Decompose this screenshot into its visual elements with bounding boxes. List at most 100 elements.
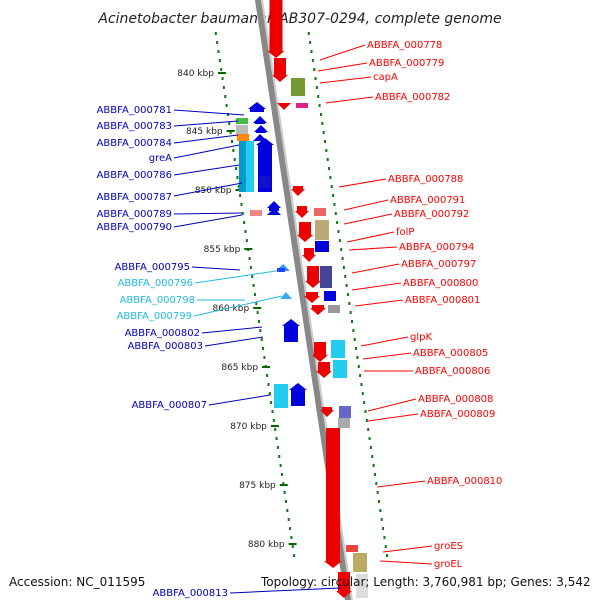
guide-dot bbox=[286, 509, 289, 512]
guide-dot bbox=[382, 527, 385, 530]
guide-dot bbox=[255, 302, 258, 305]
gene-label: ABBFA_000807 bbox=[132, 400, 207, 411]
guide-dot bbox=[241, 212, 244, 215]
guide-dot bbox=[356, 356, 359, 359]
guide-dot bbox=[360, 383, 363, 386]
gene-arrow bbox=[259, 176, 271, 188]
guide-dot bbox=[268, 392, 271, 395]
kbp-label: 840 kbp bbox=[177, 69, 214, 79]
leader-line bbox=[343, 199, 389, 211]
guide-dot bbox=[338, 239, 341, 242]
gene-arrow bbox=[310, 305, 326, 315]
guide-dot bbox=[216, 41, 219, 44]
guide-dot bbox=[386, 554, 389, 557]
leader-line bbox=[338, 178, 387, 188]
guide-dot bbox=[329, 176, 332, 179]
gene-labels: ABBFA_000781 ABBFA_000783 ABBFA_000784 greA… bbox=[97, 40, 503, 599]
gene-arrow bbox=[253, 116, 267, 124]
gene-label: ABBFA_000786 bbox=[97, 170, 172, 181]
gene-arrow bbox=[248, 102, 266, 112]
gene-arrow bbox=[237, 134, 249, 141]
gene-arrow bbox=[267, 0, 285, 58]
guide-dot bbox=[259, 329, 262, 332]
gene-arrow bbox=[291, 186, 305, 196]
guide-dot bbox=[258, 320, 260, 323]
leader-line bbox=[360, 336, 409, 347]
leader-line bbox=[319, 44, 366, 61]
leader-line bbox=[173, 109, 245, 116]
guide-dot bbox=[235, 167, 238, 170]
guide-dot bbox=[251, 275, 254, 278]
guide-dot bbox=[309, 41, 312, 44]
guide-dot bbox=[290, 536, 293, 539]
guide-dot bbox=[369, 446, 372, 449]
guide-dot bbox=[325, 149, 328, 152]
guide-dot bbox=[220, 68, 223, 71]
genome-stats-text: Topology: circular; Length: 3,760,981 bp… bbox=[260, 575, 591, 589]
gene-arrow bbox=[236, 125, 248, 134]
gene-arrow bbox=[324, 291, 336, 301]
gene-label: ABBFA_000782 bbox=[375, 92, 450, 103]
gene-arrow bbox=[353, 553, 367, 572]
leader-line bbox=[173, 212, 243, 215]
guide-dot bbox=[293, 554, 296, 557]
gene-label: ABBFA_000803 bbox=[128, 341, 203, 352]
leader-line bbox=[317, 62, 368, 72]
guide-dot bbox=[317, 95, 320, 98]
leader-line bbox=[191, 266, 241, 271]
guide-dot bbox=[263, 356, 266, 359]
gene-label: ABBFA_000784 bbox=[97, 138, 172, 149]
guide-dot bbox=[262, 347, 265, 350]
leader-line bbox=[173, 144, 240, 159]
gene-label: ABBFA_000813 bbox=[153, 588, 228, 599]
guide-dot bbox=[318, 104, 321, 107]
guide-dot bbox=[217, 50, 220, 53]
kbp-label: 880 kbp bbox=[248, 540, 285, 550]
leader-line bbox=[382, 545, 433, 553]
gene-arrow bbox=[331, 340, 345, 358]
label-leaders bbox=[173, 44, 433, 594]
gene-arrow bbox=[272, 58, 288, 82]
gene-arrow bbox=[297, 222, 313, 242]
accession-text: Accession: NC_011595 bbox=[9, 575, 145, 589]
guide-dot bbox=[311, 59, 314, 62]
gene-label: ABBFA_000806 bbox=[415, 366, 490, 377]
guide-dot bbox=[346, 293, 349, 296]
guide-dot bbox=[319, 113, 322, 116]
gene-arrow bbox=[312, 342, 328, 362]
leader-line bbox=[173, 120, 239, 127]
gene-arrow bbox=[274, 384, 288, 408]
guide-dot bbox=[221, 77, 224, 80]
guide-dot bbox=[328, 167, 331, 170]
leader-line bbox=[379, 560, 433, 565]
gene-label: ABBFA_000795 bbox=[115, 262, 190, 273]
gene-label: ABBFA_000809 bbox=[420, 409, 495, 420]
gene-arrow bbox=[277, 103, 291, 110]
guide-dot bbox=[225, 104, 228, 107]
gene-arrow bbox=[239, 141, 247, 192]
gene-label: ABBFA_000798 bbox=[120, 295, 195, 306]
guide-dot bbox=[307, 32, 310, 35]
gene-label: ABBFA_000779 bbox=[369, 58, 444, 69]
gene-arrow bbox=[254, 125, 268, 133]
guide-dot bbox=[229, 131, 232, 134]
guide-dot bbox=[334, 212, 337, 215]
gene-arrow bbox=[315, 220, 329, 240]
guide-dot bbox=[349, 311, 352, 314]
guide-dot bbox=[214, 32, 217, 35]
guide-dot bbox=[373, 473, 376, 476]
guide-dot bbox=[252, 284, 255, 287]
guide-dot bbox=[224, 95, 227, 98]
guide-dot bbox=[345, 284, 348, 287]
guide-dot bbox=[275, 437, 278, 440]
guide-dot bbox=[226, 113, 229, 116]
guide-dot bbox=[243, 221, 246, 224]
gene-label: ABBFA_000789 bbox=[97, 209, 172, 220]
gene-label: ABBFA_000796 bbox=[118, 278, 193, 289]
kbp-label: 875 kbp bbox=[239, 481, 276, 491]
gene-label: ABBFA_000791 bbox=[390, 195, 465, 206]
guide-dot bbox=[231, 140, 233, 143]
gene-arrow bbox=[328, 305, 340, 313]
gene-label: ABBFA_000783 bbox=[97, 121, 172, 132]
gene-arrow bbox=[246, 141, 254, 192]
